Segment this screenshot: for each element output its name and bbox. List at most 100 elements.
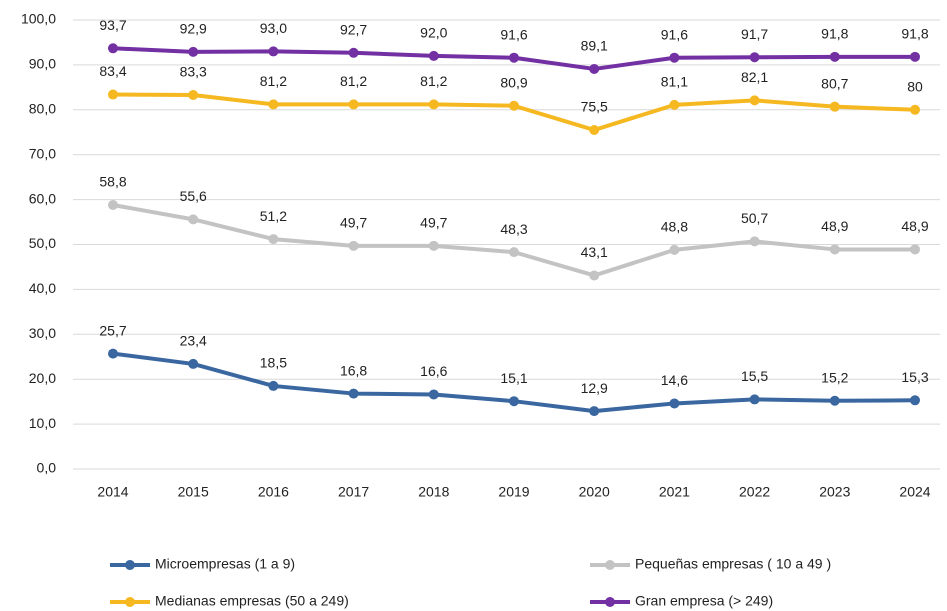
data-label: 49,7 bbox=[340, 215, 367, 231]
data-label: 48,9 bbox=[821, 218, 848, 234]
data-point bbox=[188, 89, 199, 100]
data-label: 75,5 bbox=[581, 99, 608, 115]
legend-marker bbox=[125, 560, 135, 570]
data-label: 81,2 bbox=[420, 73, 447, 89]
legend-marker bbox=[125, 597, 135, 607]
x-tick-label: 2022 bbox=[739, 484, 770, 500]
data-label: 16,8 bbox=[340, 362, 367, 378]
data-point bbox=[749, 394, 760, 405]
data-point bbox=[589, 63, 600, 74]
data-label: 83,4 bbox=[99, 63, 126, 79]
data-point bbox=[910, 244, 920, 255]
y-tick-label: 0,0 bbox=[37, 460, 57, 476]
data-label: 91,8 bbox=[821, 26, 848, 42]
data-label: 55,6 bbox=[180, 188, 207, 204]
data-label: 83,3 bbox=[180, 64, 207, 80]
data-point bbox=[829, 51, 840, 62]
data-label: 93,7 bbox=[99, 17, 126, 33]
data-point bbox=[589, 406, 600, 417]
x-tick-label: 2019 bbox=[498, 484, 529, 500]
legend-label: Gran empresa (> 249) bbox=[635, 593, 773, 609]
y-tick-label: 10,0 bbox=[29, 415, 56, 431]
data-label: 48,8 bbox=[661, 219, 688, 235]
data-label: 81,2 bbox=[340, 73, 367, 89]
data-point bbox=[829, 395, 840, 406]
data-label: 15,5 bbox=[741, 368, 768, 384]
data-label: 48,3 bbox=[500, 221, 527, 237]
data-point bbox=[669, 398, 680, 409]
data-point bbox=[669, 99, 680, 110]
data-label: 91,6 bbox=[661, 26, 688, 42]
data-point bbox=[910, 51, 920, 62]
y-tick-label: 30,0 bbox=[29, 325, 56, 341]
data-label: 43,1 bbox=[581, 244, 608, 260]
data-label: 91,6 bbox=[500, 26, 527, 42]
data-point bbox=[829, 244, 840, 255]
y-tick-label: 90,0 bbox=[29, 56, 56, 72]
data-label: 92,7 bbox=[340, 21, 367, 37]
data-point bbox=[108, 199, 118, 210]
data-point bbox=[348, 99, 359, 110]
data-point bbox=[910, 395, 920, 406]
x-tick-label: 2024 bbox=[899, 484, 930, 500]
data-point bbox=[188, 214, 199, 225]
y-tick-label: 80,0 bbox=[29, 101, 56, 117]
y-tick-label: 70,0 bbox=[29, 145, 56, 161]
data-label: 25,7 bbox=[99, 322, 126, 338]
data-point bbox=[348, 388, 359, 399]
x-tick-label: 2015 bbox=[178, 484, 209, 500]
data-point bbox=[749, 236, 760, 247]
data-point bbox=[348, 47, 359, 58]
data-label: 89,1 bbox=[581, 38, 608, 54]
data-label: 91,7 bbox=[741, 26, 768, 42]
x-tick-label: 2020 bbox=[579, 484, 610, 500]
data-point bbox=[749, 95, 760, 106]
data-label: 91,8 bbox=[901, 26, 928, 42]
legend-label: Pequeñas empresas ( 10 a 49 ) bbox=[635, 556, 831, 572]
data-label: 18,5 bbox=[260, 355, 287, 371]
data-point bbox=[268, 234, 279, 245]
data-point bbox=[589, 270, 600, 281]
data-point bbox=[268, 99, 279, 110]
data-point bbox=[509, 100, 519, 111]
data-label: 80,7 bbox=[821, 75, 848, 91]
data-label: 23,4 bbox=[180, 333, 207, 349]
data-point bbox=[188, 46, 199, 57]
data-label: 92,9 bbox=[180, 21, 207, 37]
data-point bbox=[910, 104, 920, 115]
data-point bbox=[589, 125, 600, 136]
data-point bbox=[509, 247, 519, 258]
data-point bbox=[428, 389, 439, 400]
data-label: 15,2 bbox=[821, 369, 848, 385]
data-point bbox=[829, 101, 840, 112]
data-label: 92,0 bbox=[420, 25, 447, 41]
legend-marker bbox=[605, 597, 615, 607]
data-point bbox=[428, 240, 439, 251]
data-label: 51,2 bbox=[260, 208, 287, 224]
data-point bbox=[188, 358, 199, 369]
data-label: 15,1 bbox=[500, 370, 527, 386]
x-tick-label: 2017 bbox=[338, 484, 369, 500]
data-point bbox=[108, 43, 118, 54]
data-label: 16,6 bbox=[420, 363, 447, 379]
data-label: 12,9 bbox=[581, 380, 608, 396]
data-label: 81,1 bbox=[661, 74, 688, 90]
data-label: 80,9 bbox=[500, 74, 527, 90]
y-tick-label: 100,0 bbox=[21, 11, 56, 27]
legend-label: Microempresas (1 a 9) bbox=[155, 556, 295, 572]
y-tick-label: 50,0 bbox=[29, 235, 56, 251]
data-label: 58,8 bbox=[99, 174, 126, 190]
x-tick-label: 2018 bbox=[418, 484, 449, 500]
data-label: 93,0 bbox=[260, 20, 287, 36]
legend-marker bbox=[605, 560, 615, 570]
series-line bbox=[112, 203, 915, 278]
data-point bbox=[509, 52, 519, 63]
x-tick-label: 2023 bbox=[819, 484, 850, 500]
data-point bbox=[108, 348, 118, 359]
data-label: 80 bbox=[907, 79, 923, 95]
y-tick-label: 20,0 bbox=[29, 370, 56, 386]
data-label: 82,1 bbox=[741, 69, 768, 85]
x-tick-label: 2021 bbox=[659, 484, 690, 500]
series-line bbox=[112, 92, 916, 133]
